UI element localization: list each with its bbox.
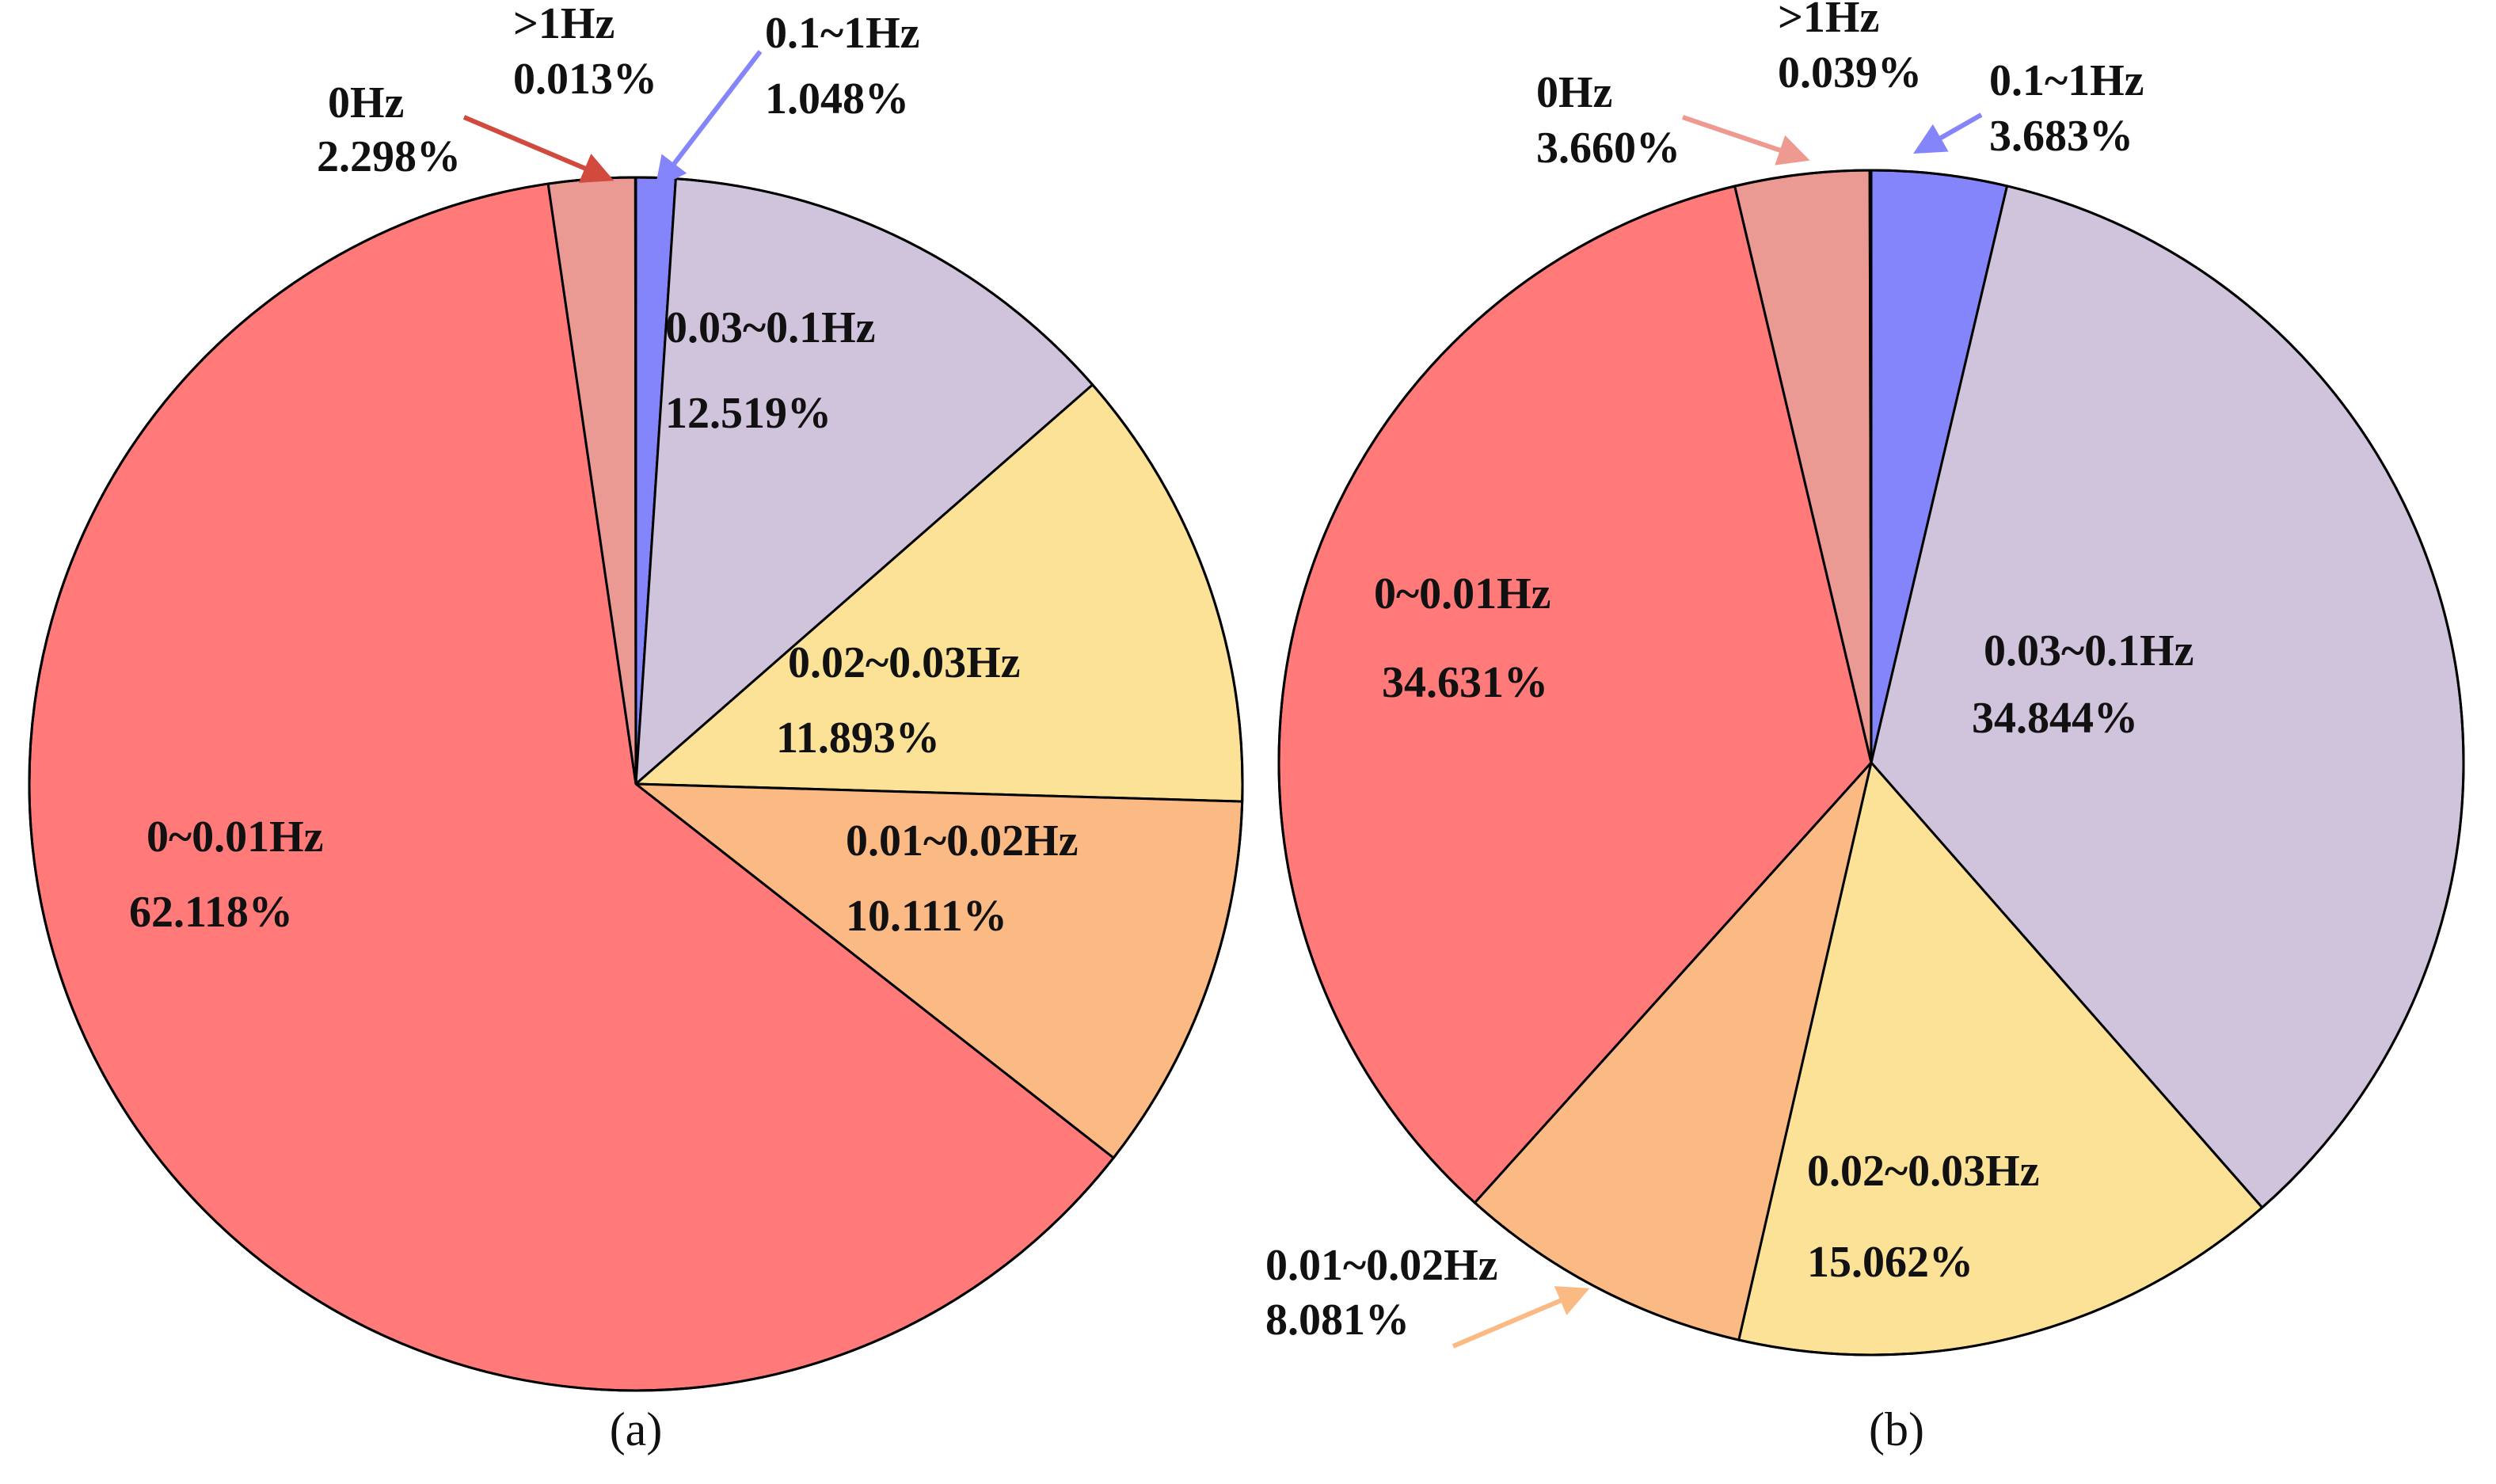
slice-value-label: 62.118% <box>129 888 293 937</box>
slice-label: 0.02~0.03Hz <box>788 638 1021 687</box>
slice-label: 0.1~1Hz <box>765 9 920 58</box>
slice-label: 0.01~0.02Hz <box>1265 1241 1498 1290</box>
slice-label: 0.1~1Hz <box>1989 56 2144 105</box>
pie-outline <box>28 176 1244 1392</box>
slice-value-label: 10.111% <box>846 892 1007 941</box>
slice-label: 0~0.01Hz <box>1374 569 1551 618</box>
slice-label: 0.03~0.1Hz <box>665 303 876 352</box>
slice-value-label: 34.844% <box>1972 694 2138 743</box>
callout-arrow <box>655 50 763 189</box>
callout-arrow <box>1452 1286 1590 1349</box>
pie-slice-1 <box>1868 169 1873 763</box>
slice-value-label: 8.081% <box>1265 1296 1410 1345</box>
callout-arrow <box>1913 112 1983 154</box>
slice-label: 0~0.01Hz <box>146 812 324 862</box>
slice-label: 0.03~0.1Hz <box>1984 626 2194 675</box>
slice-value-label: 2.298% <box>317 132 461 181</box>
slice-label: 0.01~0.02Hz <box>846 816 1079 866</box>
slice-label: >1Hz <box>1778 0 1879 42</box>
slice-value-label: 34.631% <box>1382 658 1548 707</box>
pie-chart-b: 0.1~1Hz 3.683% 0.03~0.1Hz 34.844% 0.02~0.03H… <box>1265 0 2465 1455</box>
pie-chart-a: 0.1~1Hz 1.048% 0.03~0.1Hz 12.519% 0.02~0.03H… <box>28 0 1244 1455</box>
slice-value-label: 15.062% <box>1807 1238 1973 1287</box>
chart-caption: (b) <box>1869 1403 1924 1455</box>
chart-caption: (a) <box>610 1403 663 1455</box>
pie-slice-1 <box>634 176 637 785</box>
slice-value-label: 0.039% <box>1778 48 1922 97</box>
slice-value-label: 12.519% <box>665 389 831 438</box>
slice-label: >1Hz <box>513 0 614 48</box>
slice-value-label: 1.048% <box>765 74 909 124</box>
callout-arrow <box>1682 115 1810 166</box>
pie-outline <box>1277 169 2465 1357</box>
slice-label: 0Hz <box>328 78 404 127</box>
slice-value-label: 3.660% <box>1536 124 1680 173</box>
slice-label: 0Hz <box>1536 68 1612 117</box>
slice-value-label: 3.683% <box>1989 112 2133 161</box>
slice-value-label: 0.013% <box>513 55 657 104</box>
callout-arrow <box>462 115 614 183</box>
slice-label: 0.02~0.03Hz <box>1807 1147 2040 1196</box>
slice-value-label: 11.893% <box>776 713 940 763</box>
